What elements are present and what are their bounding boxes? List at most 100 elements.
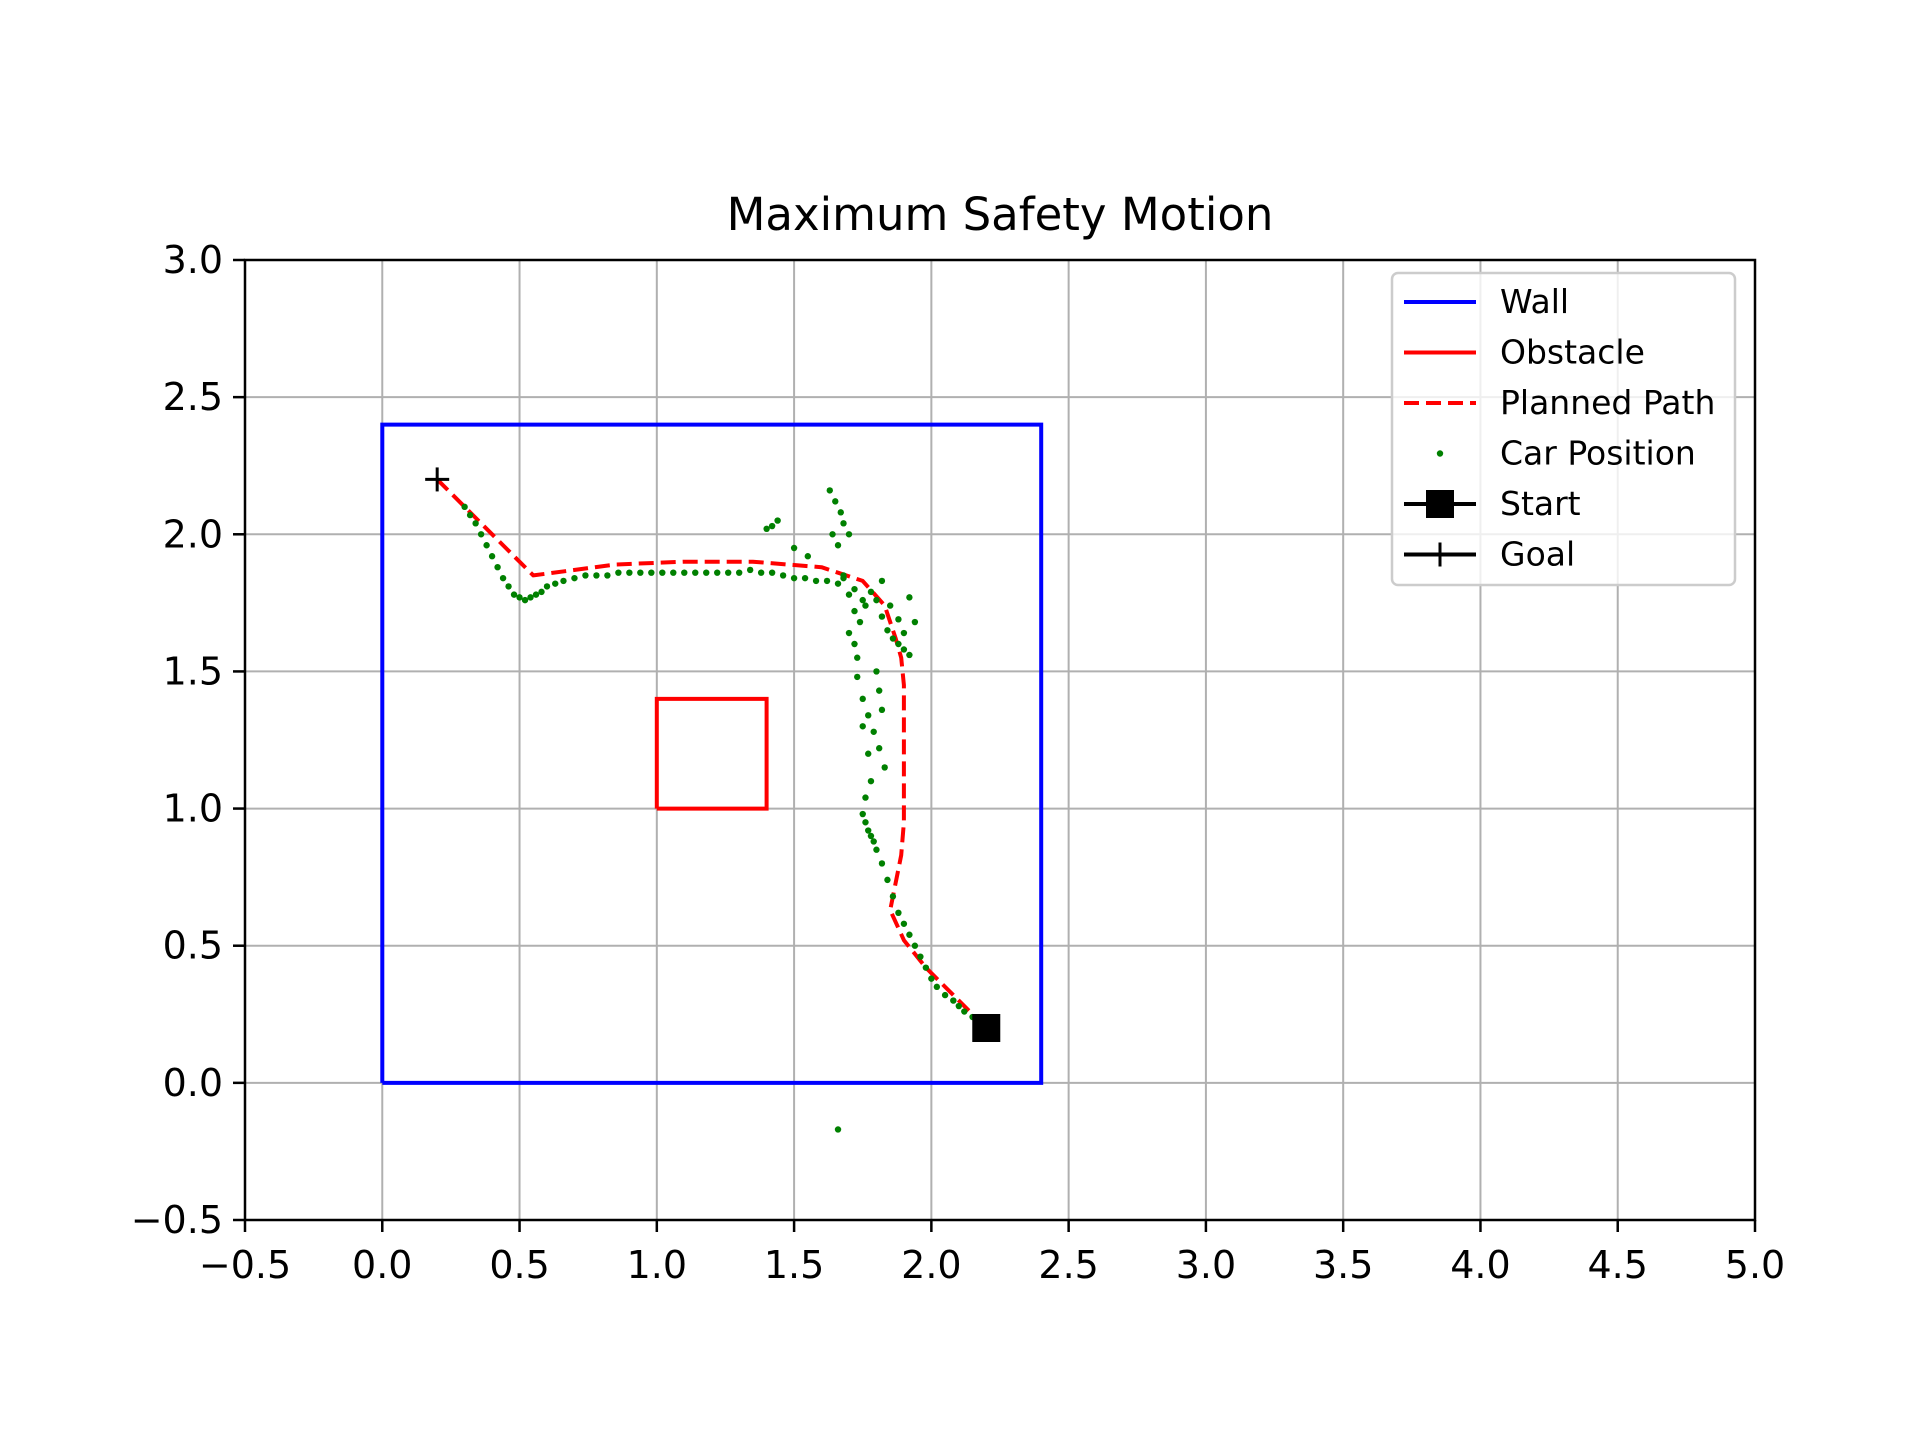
car-position-point <box>499 574 507 582</box>
car-position-point <box>873 846 880 853</box>
series-wall-line <box>380 422 1044 1085</box>
car-position-point <box>494 564 501 571</box>
car-position-point <box>840 572 847 579</box>
car-position-point <box>950 997 957 1004</box>
car-position-point <box>521 596 529 604</box>
car-position-point <box>532 591 540 598</box>
car-position-point <box>725 569 732 576</box>
axis-ticks: −0.5 0.0 0.5 1.0 1.5 2.0 2.5 3.0 3.5 4.0 4.5 5.0 −0.… <box>131 238 1786 1287</box>
car-position-point <box>692 569 699 576</box>
car-position-point <box>461 503 468 511</box>
x-tick-label: 4.5 <box>1588 1243 1648 1287</box>
y-tick-label: 3.0 <box>163 238 223 282</box>
y-tick-label: −0.5 <box>131 1198 223 1242</box>
x-tick-label: 3.0 <box>1176 1243 1236 1287</box>
car-position-point <box>505 583 512 590</box>
car-position-point <box>757 569 765 576</box>
x-tick-label: 3.5 <box>1313 1243 1373 1287</box>
car-position-point <box>878 577 886 585</box>
car-position-point <box>845 629 853 637</box>
car-position-point <box>873 596 880 604</box>
car-position-point <box>790 574 798 582</box>
car-position-point <box>851 640 858 648</box>
car-position-point <box>870 838 877 845</box>
car-position-point <box>648 569 655 576</box>
car-position-point <box>854 654 861 661</box>
car-position-point <box>917 953 924 960</box>
car-position-point <box>538 588 545 596</box>
car-position-point <box>859 695 866 703</box>
car-position-point <box>604 572 611 579</box>
x-tick-label: 4.0 <box>1450 1243 1510 1287</box>
legend-swatch-marker <box>1426 490 1454 518</box>
car-position-point <box>876 687 883 694</box>
car-position-point <box>659 569 666 576</box>
x-tick-label: 5.0 <box>1725 1243 1785 1287</box>
legend-label: Start <box>1500 484 1581 523</box>
car-position-point <box>884 876 891 884</box>
car-position-point <box>859 596 866 604</box>
car-position-point <box>837 509 844 516</box>
car-position-point <box>703 569 710 576</box>
legend-box <box>1390 271 1737 587</box>
car-position-point <box>906 594 913 601</box>
car-position-point <box>870 728 877 735</box>
y-tick-label: 0.5 <box>163 924 223 968</box>
car-position-point <box>681 569 688 576</box>
car-position-point <box>826 487 833 494</box>
car-position-point <box>840 520 847 527</box>
legend-swatch <box>1436 450 1444 457</box>
legend-item-planned-path: Planned Path <box>1404 383 1715 422</box>
x-tick-label: 1.5 <box>764 1243 824 1287</box>
x-tick-label: 0.0 <box>352 1243 412 1287</box>
car-position-point <box>804 553 812 560</box>
plot-area <box>380 422 1044 1133</box>
car-position-point <box>593 572 600 579</box>
legend-label: Planned Path <box>1500 383 1715 422</box>
goal-marker <box>425 467 450 492</box>
series-planned-path-line <box>435 477 988 1030</box>
car-position-point <box>878 860 886 867</box>
axes-frame <box>243 258 1757 1222</box>
car-position-point <box>955 1002 963 1010</box>
car-position-point <box>834 580 842 587</box>
car-position-point <box>911 942 919 949</box>
car-position-point <box>774 517 781 524</box>
car-position-point <box>889 635 897 642</box>
car-position-point <box>895 909 902 916</box>
car-position-point <box>900 646 908 653</box>
car-position-point <box>560 577 567 585</box>
car-position-point <box>928 975 935 982</box>
car-position-point <box>472 520 479 527</box>
y-tick-label: 2.0 <box>163 512 223 556</box>
car-position-point <box>856 618 864 626</box>
car-position-point <box>801 574 809 582</box>
car-position-point <box>867 588 875 596</box>
car-position-point <box>552 580 559 587</box>
car-position-point <box>906 651 913 659</box>
y-tick-label: 2.5 <box>163 375 223 419</box>
y-tick-label: 0.0 <box>163 1061 223 1105</box>
car-position-point <box>873 668 880 675</box>
car-position-point <box>829 531 836 538</box>
legend-item-goal: Goal <box>1404 535 1575 574</box>
car-position-point <box>516 594 523 601</box>
car-position-point <box>779 572 787 579</box>
y-tick-label: 1.0 <box>163 787 223 831</box>
car-position-point <box>768 569 776 576</box>
car-position-point <box>626 569 633 576</box>
car-position-point <box>834 1126 842 1133</box>
car-position-point <box>768 522 776 530</box>
car-position-point <box>483 542 490 549</box>
car-position-point <box>895 616 902 623</box>
car-position-point <box>763 525 770 532</box>
car-position-point <box>854 673 861 681</box>
legend: Wall Obstacle Planned Path Car Position Star… <box>1390 271 1737 587</box>
car-position-point <box>911 618 919 626</box>
car-position-point <box>895 640 902 648</box>
car-position-point <box>867 777 875 785</box>
car-position-point <box>859 810 866 818</box>
car-position-point <box>670 569 677 576</box>
series-obstacle-line <box>654 696 769 811</box>
